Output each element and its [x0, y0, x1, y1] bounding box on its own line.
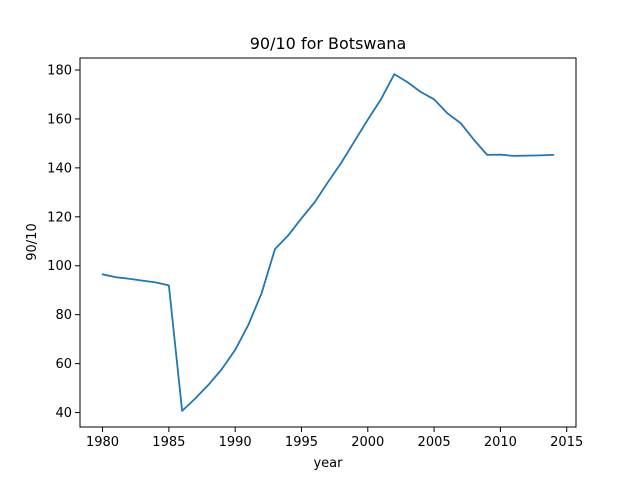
y-tick-label: 40: [55, 406, 72, 421]
series-line-botswana-90-10: [101, 73, 555, 412]
y-tick-label: 60: [55, 357, 72, 372]
y-axis: 40 60 80 100 120 140 160 180: [47, 63, 80, 421]
x-axis-label: year: [313, 456, 343, 471]
y-tick-label: 180: [47, 63, 72, 78]
y-tick-label: 100: [47, 259, 72, 274]
x-tick-label: 2010: [484, 435, 517, 450]
x-tick-label: 2005: [418, 435, 451, 450]
x-tick-label: 1985: [152, 435, 185, 450]
y-tick-label: 140: [47, 161, 72, 176]
x-tick-label: 1995: [285, 435, 318, 450]
plot-frame: [79, 57, 577, 428]
y-tick-label: 160: [47, 112, 72, 127]
x-tick-label: 2000: [351, 435, 384, 450]
chart-title: 90/10 for Botswana: [250, 34, 407, 53]
y-tick-label: 80: [55, 308, 72, 323]
x-axis: 1980 1985 1990 1995 2000 2005 2010 2015: [86, 427, 583, 450]
y-tick-label: 120: [47, 210, 72, 225]
x-tick-label: 2015: [550, 435, 583, 450]
x-tick-label: 1980: [86, 435, 119, 450]
y-axis-label: 90/10: [25, 223, 40, 260]
x-tick-label: 1990: [219, 435, 252, 450]
